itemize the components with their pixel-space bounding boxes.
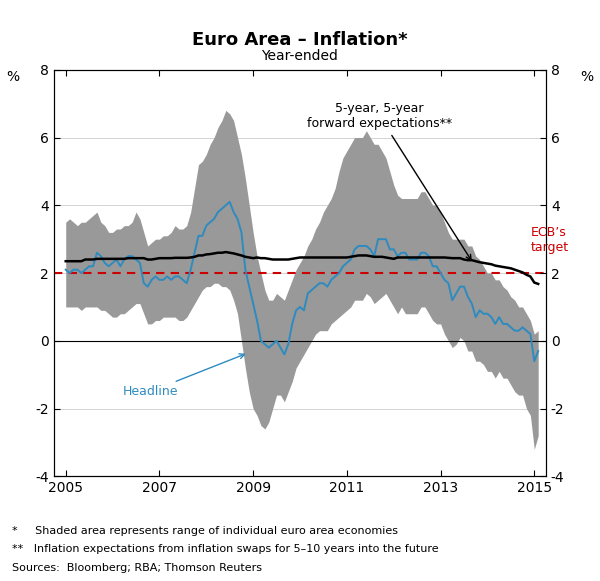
Text: %: % — [580, 70, 593, 84]
Text: 5-year, 5-year
forward expectations**: 5-year, 5-year forward expectations** — [307, 102, 471, 260]
Text: ECB’s
target: ECB’s target — [530, 227, 569, 254]
Text: Year-ended: Year-ended — [262, 49, 338, 63]
Text: Sources:  Bloomberg; RBA; Thomson Reuters: Sources: Bloomberg; RBA; Thomson Reuters — [12, 563, 262, 573]
Text: Headline: Headline — [122, 354, 244, 398]
Title: Euro Area – Inflation*: Euro Area – Inflation* — [192, 31, 408, 49]
Text: %: % — [7, 70, 20, 84]
Text: **   Inflation expectations from inflation swaps for 5–10 years into the future: ** Inflation expectations from inflation… — [12, 544, 439, 554]
Text: *     Shaded area represents range of individual euro area economies: * Shaded area represents range of indivi… — [12, 526, 398, 536]
